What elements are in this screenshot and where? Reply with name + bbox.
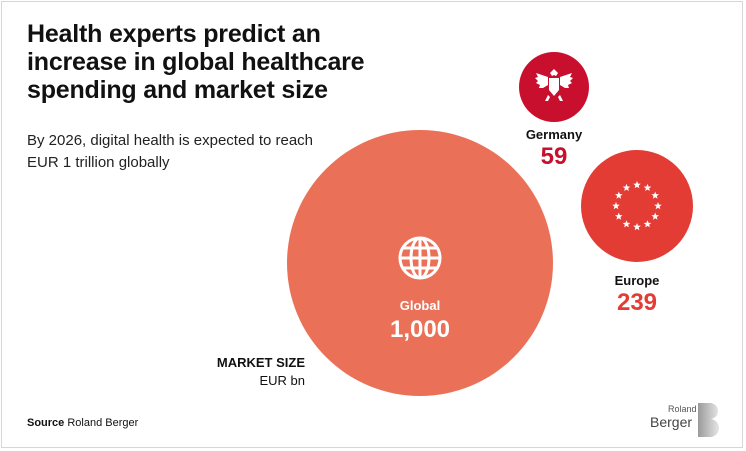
eu-star [622,220,631,228]
eu-star [612,202,620,210]
chart-title: Health experts predict an increase in gl… [27,20,365,104]
logo-text-top: Roland [668,404,697,414]
eu-star [651,212,659,220]
bubble-europe-label: Europe [615,273,660,288]
eu-stars-icon [612,181,662,231]
globe-icon [398,236,442,280]
eu-star [615,212,623,220]
roland-berger-logo: Roland Berger [638,402,722,440]
logo-text-main: Berger [650,414,693,430]
eu-star [633,181,641,189]
eu-star [654,202,662,210]
eu-star [633,223,641,231]
market-size-legend: MARKET SIZE EUR bn [195,354,305,390]
bubble-global-label: Global [400,298,440,313]
bubble-germany-value: 59 [541,143,568,170]
source-value: Roland Berger [67,417,139,429]
source-label: Source [27,417,65,429]
bubble-europe-value: 239 [617,289,657,316]
unit-label: EUR bn [259,373,305,388]
bubble-germany-label: Germany [526,127,583,142]
eu-star [622,183,631,192]
market-size-label: MARKET SIZE [216,355,305,370]
chart-subtitle: By 2026, digital health is expected to r… [27,132,314,171]
bubble-global-value: 1,000 [390,316,450,343]
eu-star [643,220,652,228]
source-note: Source Roland Berger [27,417,138,429]
logo-b-mark [698,403,719,437]
bubble-europe [581,150,693,262]
eu-star [643,183,652,192]
eu-star [615,191,623,199]
eu-star [651,191,659,199]
eagle-icon [535,69,573,101]
